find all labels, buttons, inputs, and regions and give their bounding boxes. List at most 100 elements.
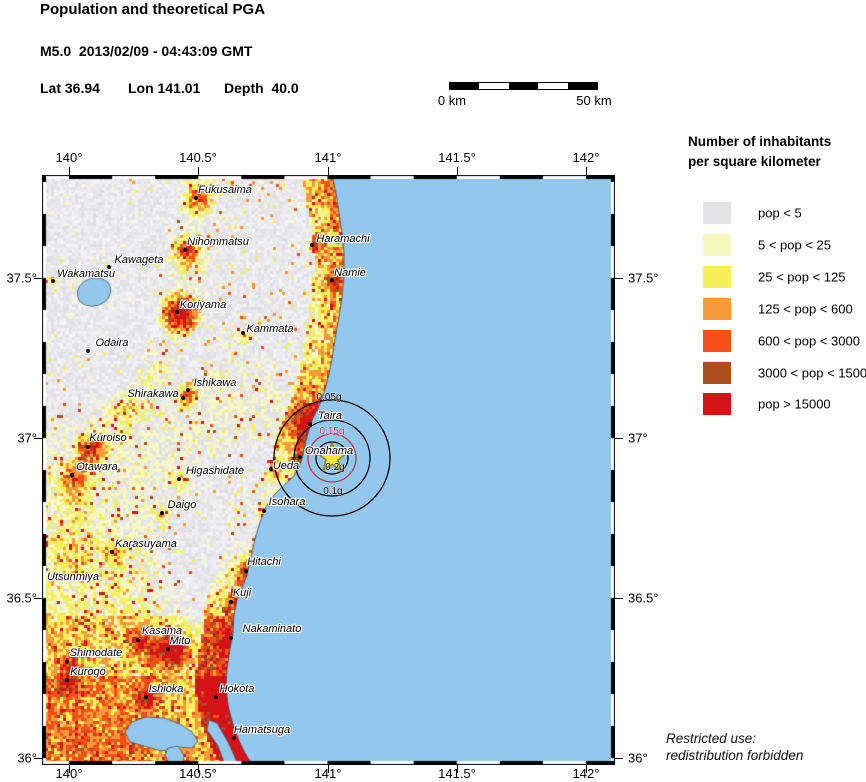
- pga-contour-0.05g: [273, 399, 391, 517]
- lon-tick-label-top: 140°: [55, 150, 83, 165]
- city-dot: [166, 647, 170, 651]
- restricted-line1: Restricted use:: [666, 731, 757, 746]
- lat-tick-label-right: 37°: [628, 430, 648, 446]
- legend-swatch: [703, 265, 731, 288]
- city-dot: [183, 248, 187, 252]
- city-dot: [186, 388, 190, 392]
- lat-tick-mark-left: [34, 597, 42, 599]
- pga-contour-0.15g: [307, 433, 357, 483]
- legend-label: 5 < pop < 25: [758, 237, 832, 253]
- city-dot: [175, 310, 179, 314]
- city-label: Kammata: [246, 323, 294, 335]
- lat-tick-label-left: 37°: [17, 430, 37, 446]
- city-dot: [160, 511, 164, 515]
- lat-tick-mark-right: [615, 597, 623, 599]
- scale-bar-segment: [479, 83, 509, 89]
- city-label: Daigo: [167, 499, 197, 511]
- city-dot: [70, 473, 74, 477]
- lon-tick-label-bottom: 141°: [314, 766, 342, 781]
- city-dot: [107, 265, 111, 269]
- population-map: 0.05g 0.1g 0.15g 0.2g Fukusaima Haramachi Nih…: [42, 175, 615, 765]
- city-label: Utsunmiya: [47, 571, 99, 583]
- city-label: Taira: [317, 410, 343, 422]
- city-dot: [229, 636, 233, 640]
- scale-bar-segment: [538, 83, 568, 89]
- city-label: Mito: [169, 635, 191, 647]
- city-dot: [65, 660, 69, 664]
- city-dot: [229, 600, 233, 604]
- city-label: Higashidate: [185, 465, 245, 477]
- legend-label: pop > 15000: [758, 396, 831, 412]
- event-longitude: Lon 141.01: [128, 80, 201, 96]
- lon-tick-label-bottom: 142°: [572, 766, 600, 781]
- epicenter-star-icon: [315, 440, 349, 472]
- city-dot: [308, 422, 312, 426]
- lon-tick-mark-bottom: [68, 765, 70, 773]
- city-label: Karasuyama: [115, 538, 177, 550]
- lon-tick-label-bottom: 141.5°: [438, 766, 476, 781]
- lon-tick-label-top: 140.5°: [179, 150, 217, 165]
- legend-label: pop < 5: [758, 205, 802, 221]
- legend-label: 3000 < pop < 15000: [758, 365, 866, 380]
- lat-tick-mark-right: [615, 757, 623, 759]
- event-depth: Depth 40.0: [224, 80, 299, 96]
- scale-bar: [449, 82, 598, 90]
- city-dot: [65, 678, 69, 682]
- lat-tick-mark-left: [34, 277, 42, 279]
- legend-swatch: [703, 393, 731, 416]
- population-raster-canvas: [42, 175, 615, 765]
- lon-tick-mark-top: [68, 167, 70, 175]
- lat-tick-label-left: 36°: [17, 750, 37, 766]
- lon-tick-mark-bottom: [197, 765, 199, 773]
- lat-tick-label-right: 36°: [628, 750, 648, 766]
- legend-swatch: [703, 361, 731, 384]
- city-dot: [214, 695, 218, 699]
- lon-tick-label-bottom: 140°: [55, 766, 83, 781]
- city-dot: [244, 569, 248, 573]
- lon-tick-label-top: 142°: [572, 150, 600, 165]
- city-label: Isohara: [268, 496, 306, 508]
- population-legend: Number of inhabitants per square kilomet…: [688, 132, 866, 416]
- city-dot: [51, 279, 55, 283]
- city-label: Shirakawa: [127, 388, 179, 400]
- scale-bar-max-label: 50 km: [576, 93, 612, 108]
- city-dot: [310, 243, 314, 247]
- lon-tick-label-bottom: 140.5°: [179, 766, 217, 781]
- city-dot: [86, 445, 90, 449]
- legend-title-line1: Number of inhabitants: [688, 134, 832, 149]
- lon-tick-mark-top: [456, 167, 458, 175]
- city-label: Wakamatsu: [57, 268, 115, 280]
- lon-tick-mark-top: [585, 167, 587, 175]
- event-latitude: Lat 36.94: [40, 80, 100, 96]
- legend-swatch: [703, 329, 731, 352]
- lat-tick-mark-right: [615, 437, 623, 439]
- city-dot: [110, 550, 114, 554]
- city-dot: [262, 509, 266, 513]
- lat-tick-mark-right: [615, 277, 623, 279]
- city-label: Kasama: [141, 625, 183, 637]
- lat-tick-mark-left: [34, 757, 42, 759]
- city-dot: [269, 467, 273, 471]
- city-label: Ishioka: [148, 683, 184, 695]
- city-label: Odaira: [95, 337, 129, 349]
- city-label: Haramachi: [316, 233, 370, 245]
- scale-bar-segment: [567, 83, 598, 89]
- legend-title-line2: per square kilometer: [688, 154, 821, 169]
- city-dot: [298, 455, 302, 459]
- city-label: Kurogo: [70, 666, 106, 678]
- city-dot: [232, 736, 236, 740]
- city-label: Hamatsuga: [233, 724, 291, 736]
- lat-tick-label-left: 37.5°: [6, 270, 37, 286]
- city-label: Kawageta: [114, 254, 164, 266]
- legend-label: 125 < pop < 600: [758, 301, 853, 317]
- city-label: Kuroiso: [89, 432, 127, 444]
- city-dot: [86, 349, 90, 353]
- lon-tick-mark-top: [327, 167, 329, 175]
- pga-contour-label: 0.1g: [323, 486, 342, 497]
- city-label: Kuji: [232, 587, 252, 599]
- lon-tick-label-top: 141°: [314, 150, 342, 165]
- pga-contour-0.1g: [293, 419, 371, 497]
- pga-contour-label: 0.2g: [325, 462, 344, 473]
- legend-swatch: [703, 233, 731, 256]
